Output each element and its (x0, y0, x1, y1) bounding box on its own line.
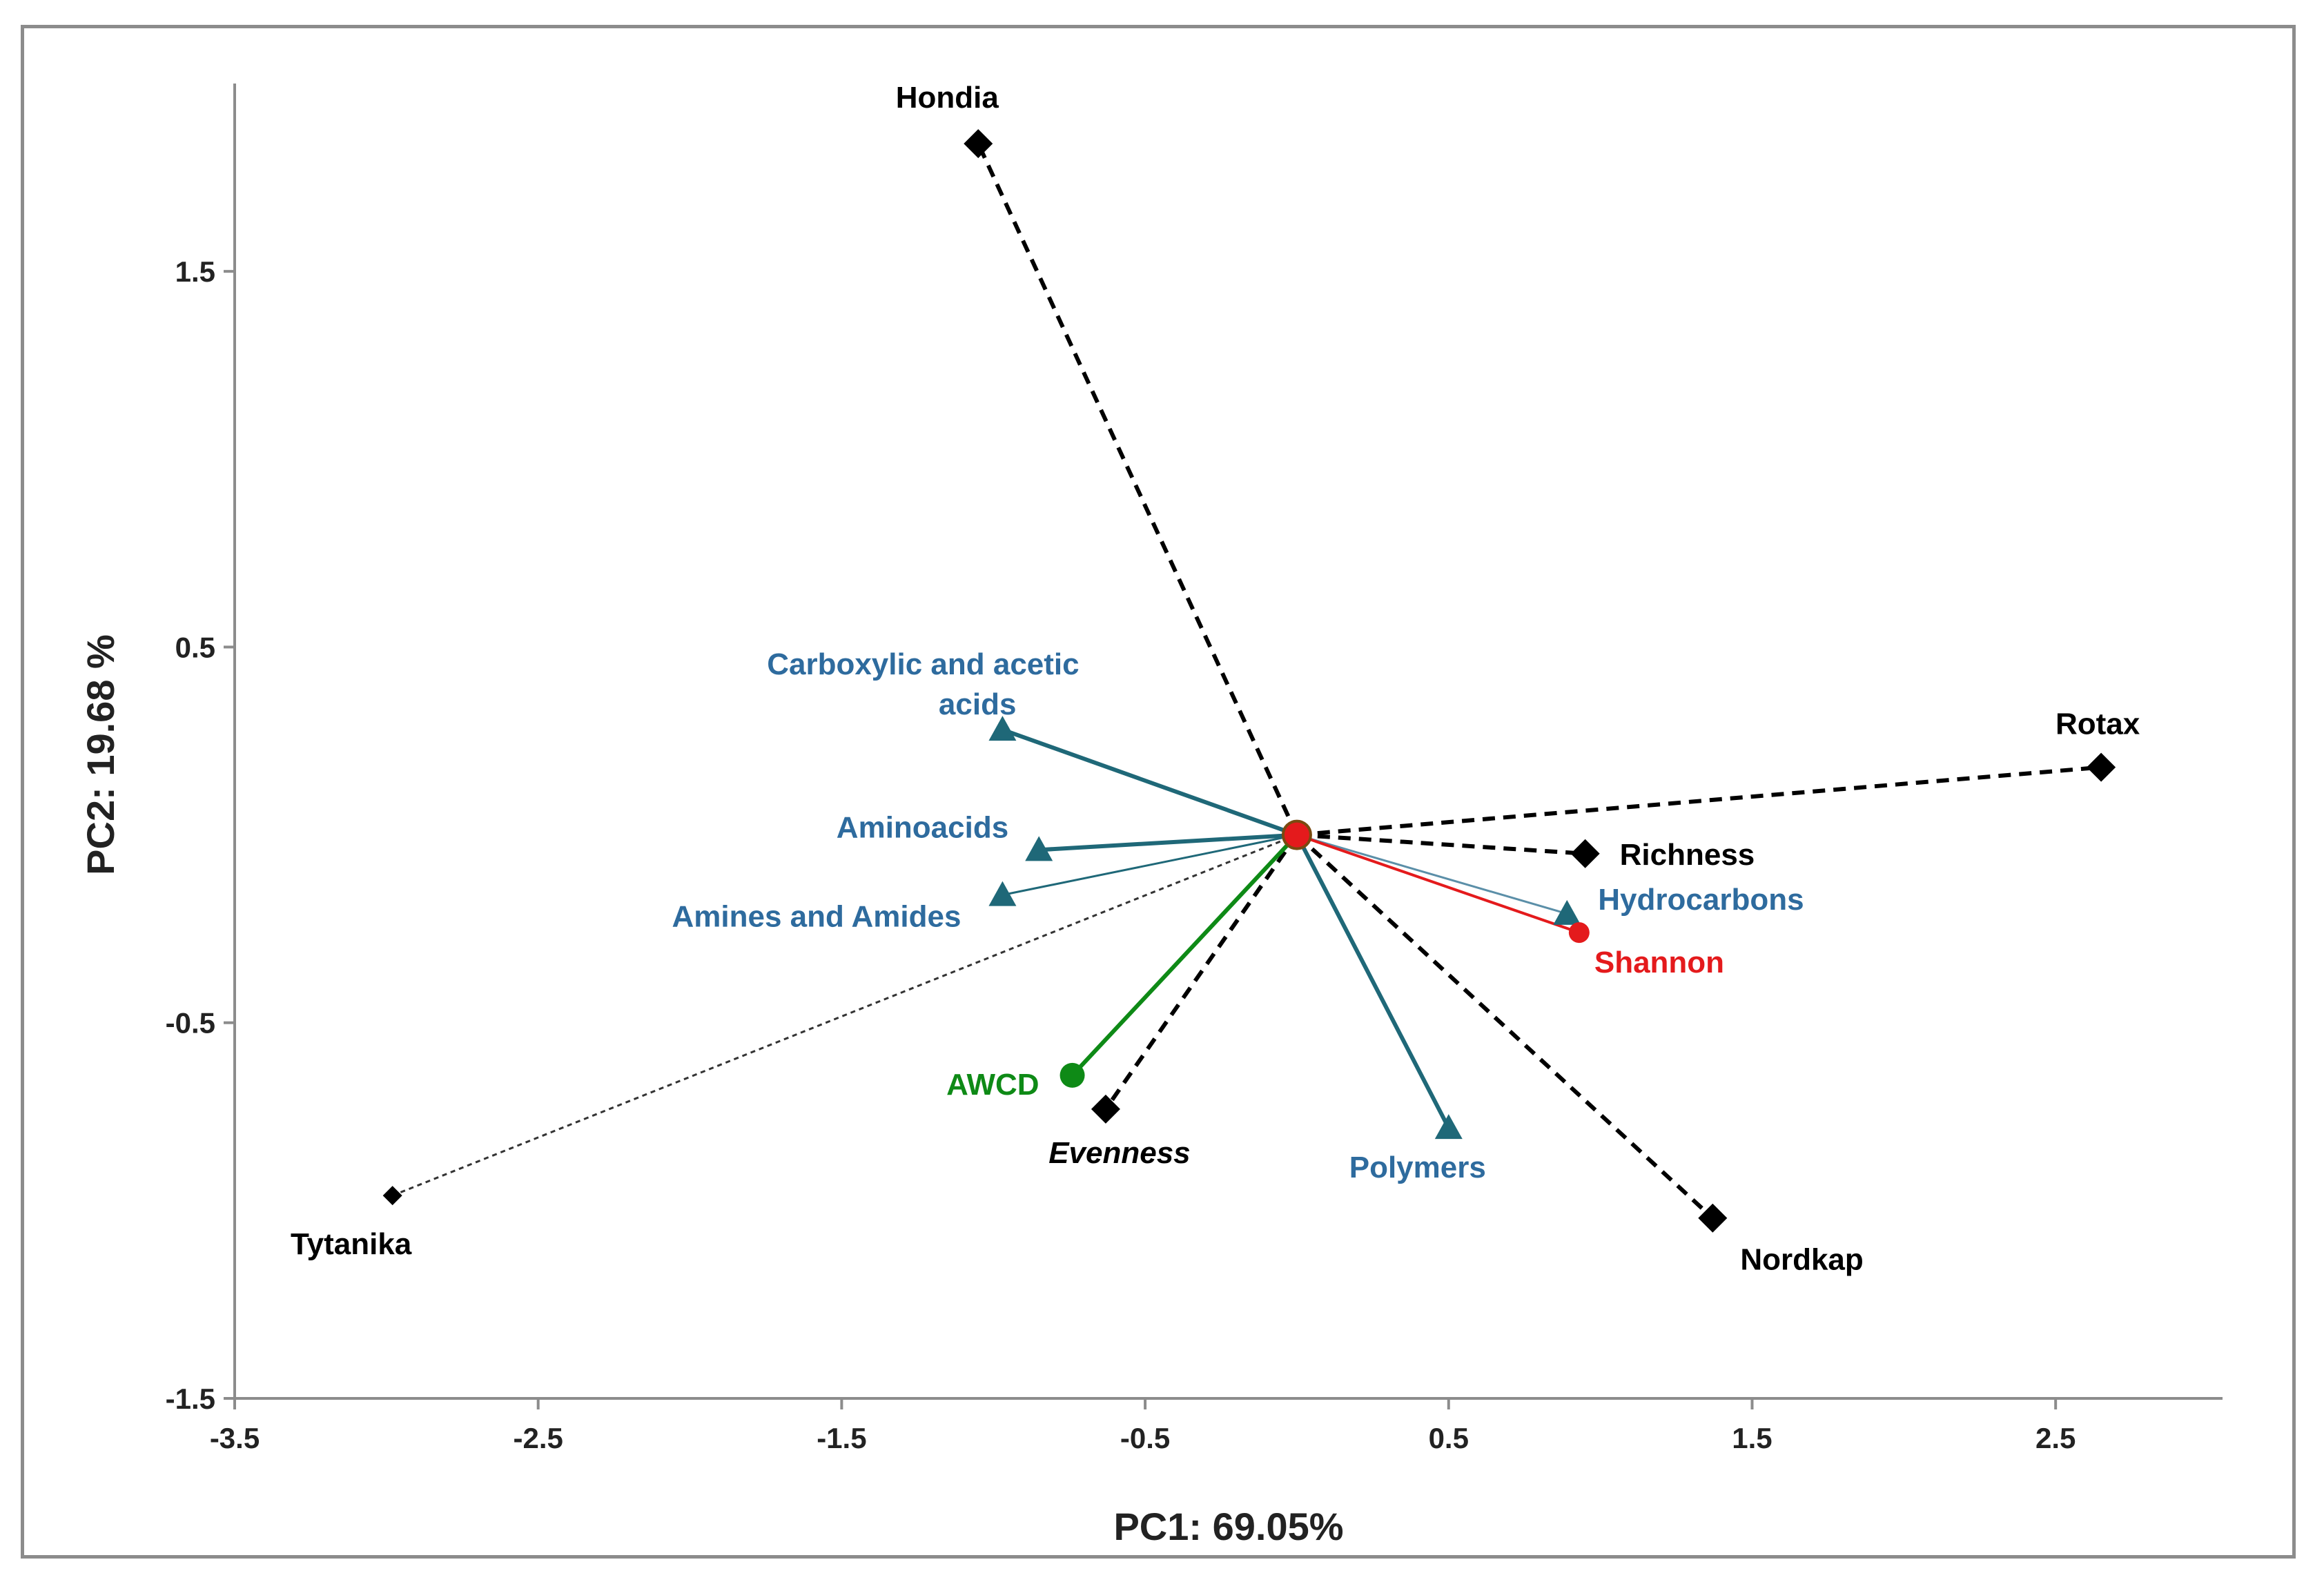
y-tick-label: -1.5 (166, 1383, 215, 1415)
hydrocarbons-label: Hydrocarbons (1598, 883, 1804, 917)
x-tick-label: -2.5 (514, 1422, 563, 1454)
polymers-label: Polymers (1349, 1151, 1486, 1184)
awcd-marker (1060, 1062, 1085, 1088)
vector-aminoacids (1039, 832, 1298, 852)
carboxylic-and-acetic-acids-label-line: Carboxylic and acetic (767, 647, 1079, 681)
aminoacids-label: Aminoacids (837, 810, 1008, 844)
rotax-label: Rotax (2056, 707, 2140, 741)
x-tick-label: -0.5 (1120, 1422, 1170, 1454)
vector-nordkap (1295, 833, 1715, 1220)
vector-tytanika (392, 834, 1298, 1197)
x-tick-label: 2.5 (2035, 1422, 2076, 1454)
vector-evenness (1104, 833, 1299, 1111)
vector-carboxylic-and-acetic-acids (1002, 727, 1298, 837)
vector-lines (392, 142, 2102, 1220)
nordkap-label: Nordkap (1740, 1243, 1863, 1277)
y-tick-label: -0.5 (166, 1007, 215, 1039)
hondia-marker (964, 129, 993, 159)
evenness-marker (1091, 1094, 1120, 1124)
vector-hondia (976, 142, 1299, 836)
awcd-label: AWCD (946, 1068, 1039, 1102)
shannon-label: Shannon (1594, 946, 1724, 979)
carboxylic-and-acetic-acids-label-line: acids (939, 687, 1017, 721)
shannon-marker (1568, 922, 1590, 944)
amines-and-amides-label: Amines and Amides (672, 900, 961, 934)
x-axis-title: PC1: 69.05% (1113, 1505, 1343, 1548)
x-tick-label: 0.5 (1429, 1422, 1469, 1454)
vector-hydrocarbons (1296, 834, 1568, 915)
carboxylic-and-acetic-acids-marker (988, 716, 1017, 741)
x-tick-label: -3.5 (210, 1422, 260, 1454)
y-axis-title: PC2: 19.68 % (79, 634, 122, 875)
tytanika-label: Tytanika (291, 1227, 412, 1261)
vector-amines-and-amides (1002, 834, 1298, 897)
point-labels: Hondia Rotax Richness Nordkap Evenness Tytani… (291, 81, 2140, 1277)
tytanika-marker (382, 1186, 402, 1206)
rotax-marker (2087, 752, 2116, 782)
vector-richness (1296, 832, 1585, 856)
hondia-label: Hondia (896, 81, 999, 115)
x-tick-label: 1.5 (1732, 1422, 1772, 1454)
vector-rotax (1296, 765, 2102, 837)
x-tick-label: -1.5 (817, 1422, 866, 1454)
pca-biplot: -3.5 -2.5 -1.5 -0.5 0.5 1.5 2.5-1.5-0.50.51.5 … (79, 81, 2223, 1548)
y-tick-label: 0.5 (175, 631, 215, 663)
point-markers (382, 129, 2116, 1233)
vector-polymers (1295, 834, 1451, 1129)
carboxylic-and-acetic-acids-label: Carboxylic and acetic acids (767, 647, 1079, 721)
polymers-marker (1434, 1114, 1463, 1140)
amines-and-amides-marker (988, 881, 1017, 906)
nordkap-marker (1698, 1203, 1728, 1233)
aminoacids-marker (1025, 836, 1053, 861)
axes: -3.5 -2.5 -1.5 -0.5 0.5 1.5 2.5 -1.5 -0.5 0.5 1.5 (166, 84, 2223, 1454)
chart-frame: -3.5 -2.5 -1.5 -0.5 0.5 1.5 2.5 -1.5 -0.5 0.5 1.5 … (21, 25, 2296, 1559)
hydrocarbons-marker (1553, 899, 1581, 925)
y-tick-label: 1.5 (175, 255, 215, 288)
vector-awcd (1071, 833, 1299, 1077)
vector-shannon (1296, 833, 1580, 934)
richness-marker (1570, 839, 1600, 868)
richness-label: Richness (1620, 838, 1755, 872)
evenness-label: Evenness (1048, 1136, 1190, 1170)
origin-marker (1281, 819, 1312, 850)
